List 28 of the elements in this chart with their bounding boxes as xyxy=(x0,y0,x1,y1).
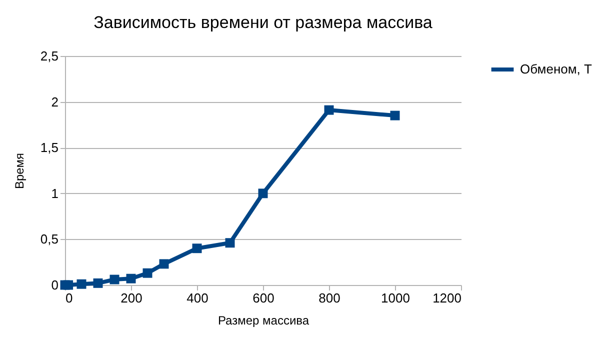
legend-label: Обменом, T xyxy=(520,62,592,76)
point xyxy=(192,244,202,254)
x-tick-label: 200 xyxy=(120,290,142,306)
x-tick-label: 600 xyxy=(252,290,274,306)
y-tick-label: 2,5 xyxy=(40,48,58,64)
x-tick-label: 400 xyxy=(186,290,208,306)
x-tick-label: 1200 xyxy=(432,290,462,306)
point xyxy=(93,278,103,288)
x-axis-title: Размер массива xyxy=(218,314,310,328)
point xyxy=(126,274,136,284)
y-tick-label: 1,5 xyxy=(40,140,58,156)
point xyxy=(159,259,169,269)
y-tick-label: 0 xyxy=(51,278,58,292)
x-tick-label: 1000 xyxy=(381,290,410,306)
point xyxy=(225,238,235,248)
y-tick-label: 1 xyxy=(51,186,58,201)
chart-title: Зависимость времени от размера массива xyxy=(94,13,433,32)
point xyxy=(110,274,120,284)
y-axis-title: Время xyxy=(12,152,26,190)
x-tick-label: 800 xyxy=(318,290,340,306)
x-tick-label: 0 xyxy=(66,290,73,306)
point xyxy=(390,110,400,120)
point xyxy=(142,268,152,278)
y-tick-label: 0,5 xyxy=(40,232,58,247)
point xyxy=(324,105,334,115)
point xyxy=(258,188,268,198)
y-tick-label: 2 xyxy=(51,94,58,110)
point xyxy=(76,279,86,289)
